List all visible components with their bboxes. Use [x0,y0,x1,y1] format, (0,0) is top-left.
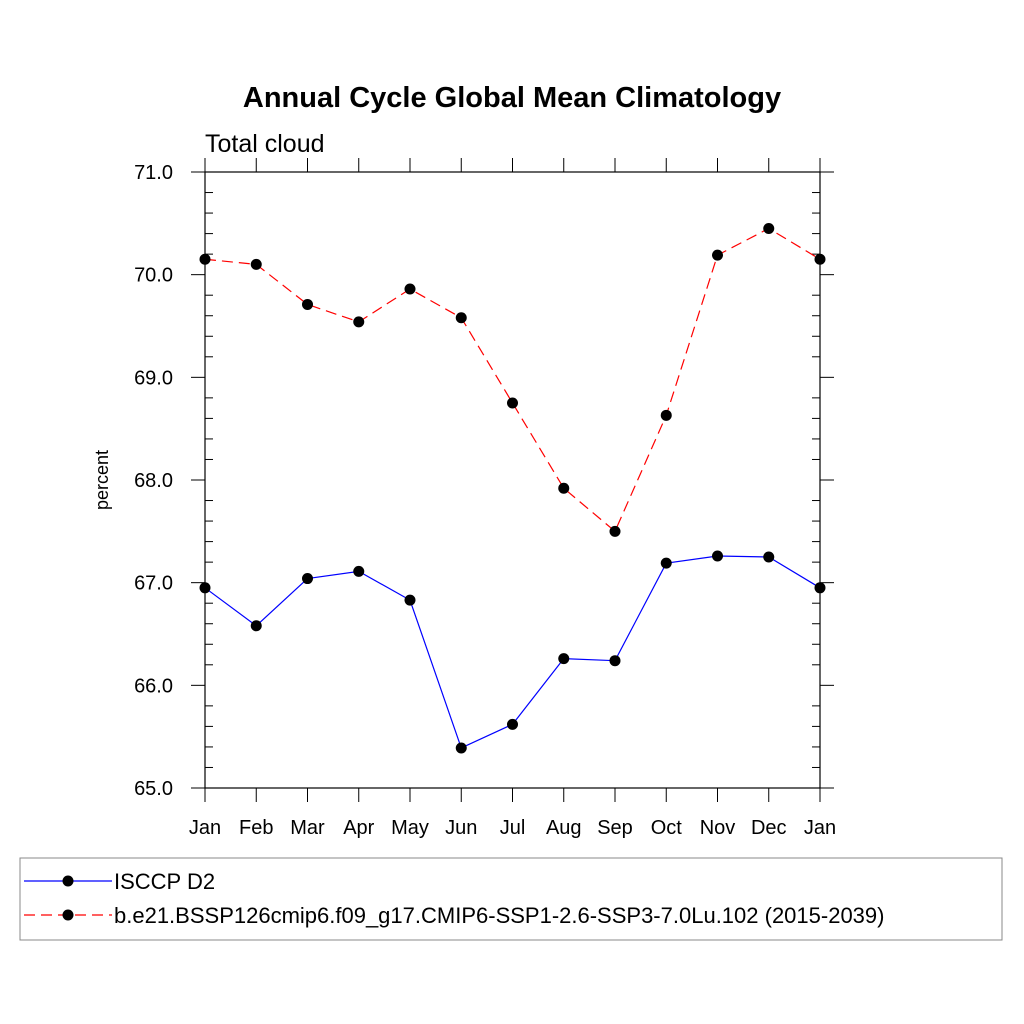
data-point [660,557,672,569]
data-point [712,550,723,562]
y-tick-label: 66.0 [134,675,173,697]
data-point [763,551,775,563]
x-tick-label: Aug [546,817,582,839]
data-point [250,258,262,270]
data-point [763,222,775,234]
x-tick-label: Oct [651,817,683,839]
y-tick-label: 68.0 [134,470,173,492]
data-point [250,620,262,632]
data-point [814,253,826,265]
data-point [199,582,211,594]
data-point [455,312,467,324]
data-point [712,249,723,261]
series-2 [199,222,826,537]
data-point [353,316,365,328]
legend-marker [62,875,74,887]
x-tick-label: Jan [189,817,221,839]
y-tick-label: 69.0 [134,367,173,389]
x-tick-label: Feb [239,817,273,839]
chart-title: Annual Cycle Global Mean Climatology [243,82,781,114]
y-axis-label: percent [92,450,112,510]
data-point [558,482,570,494]
x-tick-label: Sep [597,817,633,839]
data-point [353,565,365,577]
chart-subtitle: Total cloud [205,130,325,158]
legend-box [19,857,1003,941]
axes: Jan Feb Mar Apr May Jun Jul Aug Sep Oct Nov Dec Jan 6… [134,158,836,839]
y-tick-label: 71.0 [134,162,173,184]
data-point [609,525,621,537]
x-tick-label: Apr [343,817,374,839]
legend-label: b.e21.BSSP126cmip6.f09_g17.CMIP6-SSP1-2.… [114,903,884,928]
data-point [507,718,518,730]
x-tick-label: Nov [700,817,736,839]
x-tick-label: May [391,817,429,839]
x-tick-label: Jan [804,817,836,839]
y-tick-label: 67.0 [134,573,173,595]
x-tick-label: Jun [445,817,477,839]
data-point [302,573,313,585]
data-point [660,409,672,421]
x-tick-label: Dec [751,817,787,839]
legend: ISCCP D2 b.e21.BSSP126cmip6.f09_g17.CMIP6… [24,869,884,928]
data-point [199,253,211,265]
plot-frame [204,171,821,789]
series-line [204,227,821,533]
data-point [302,298,313,310]
series-1 [199,550,826,754]
y-tick-label: 65.0 [134,778,173,800]
data-point [455,742,467,754]
legend-marker [62,909,74,921]
data-point [404,594,416,606]
legend-label: ISCCP D2 [114,869,215,894]
x-tick-label: Jul [500,817,526,839]
data-point [507,397,518,409]
series-layer [199,222,826,754]
data-point [404,283,416,295]
data-point [558,653,570,665]
y-tick-label: 70.0 [134,265,173,287]
data-point [609,655,621,667]
x-tick-label: Mar [290,817,325,839]
data-point [814,582,826,594]
